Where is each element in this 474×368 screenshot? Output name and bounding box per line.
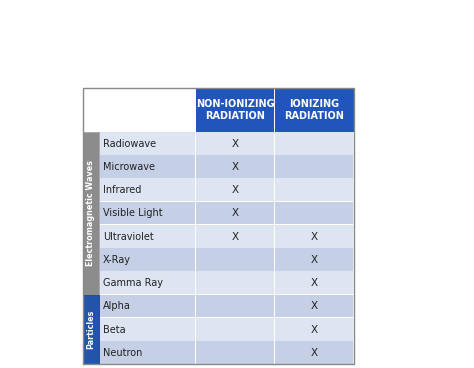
Text: IONIZING
RADIATION: IONIZING RADIATION: [284, 99, 344, 121]
Text: X: X: [311, 231, 318, 241]
Text: Particles: Particles: [86, 310, 95, 349]
Text: X: X: [232, 208, 239, 218]
Bar: [274, 132, 275, 364]
Bar: [99, 132, 196, 155]
Bar: [353, 132, 354, 364]
Text: X: X: [232, 162, 239, 172]
Text: X: X: [311, 255, 318, 265]
Text: Radiowave: Radiowave: [103, 139, 156, 149]
Bar: [275, 248, 354, 272]
Bar: [99, 155, 196, 178]
Bar: [196, 225, 275, 248]
Bar: [275, 88, 354, 132]
Text: NON-IONIZING
RADIATION: NON-IONIZING RADIATION: [196, 99, 275, 121]
Text: Beta: Beta: [103, 325, 126, 335]
Bar: [99, 202, 196, 225]
Bar: [196, 272, 275, 295]
Text: X: X: [232, 185, 239, 195]
Bar: [196, 178, 275, 202]
Bar: [99, 225, 196, 248]
Bar: [275, 272, 354, 295]
Bar: [275, 225, 354, 248]
Bar: [99, 248, 196, 272]
Text: Ultraviolet: Ultraviolet: [103, 231, 154, 241]
Text: X: X: [311, 348, 318, 358]
Bar: [274, 88, 275, 132]
Text: Neutron: Neutron: [103, 348, 142, 358]
Bar: [196, 202, 275, 225]
Bar: [83, 224, 354, 225]
Bar: [83, 271, 354, 272]
Bar: [83, 340, 354, 341]
Text: Electromagnetic Waves: Electromagnetic Waves: [86, 160, 95, 266]
Bar: [99, 295, 196, 318]
Text: X-Ray: X-Ray: [103, 255, 131, 265]
Bar: [275, 178, 354, 202]
Bar: [275, 132, 354, 155]
Bar: [196, 248, 275, 272]
Bar: [196, 88, 275, 132]
Bar: [196, 132, 275, 155]
Bar: [83, 88, 354, 364]
Bar: [275, 155, 354, 178]
Text: X: X: [311, 301, 318, 311]
Bar: [275, 202, 354, 225]
Bar: [196, 295, 275, 318]
Text: Gamma Ray: Gamma Ray: [103, 278, 163, 288]
Text: Microwave: Microwave: [103, 162, 155, 172]
Bar: [83, 132, 99, 295]
Bar: [195, 132, 196, 364]
Bar: [99, 341, 196, 364]
Text: Infrared: Infrared: [103, 185, 141, 195]
Bar: [83, 294, 354, 295]
Text: Alpha: Alpha: [103, 301, 131, 311]
Bar: [83, 295, 99, 364]
Bar: [275, 295, 354, 318]
Bar: [99, 318, 196, 341]
Bar: [99, 272, 196, 295]
Text: X: X: [311, 278, 318, 288]
Text: Visible Light: Visible Light: [103, 208, 163, 218]
Text: X: X: [232, 231, 239, 241]
Bar: [275, 318, 354, 341]
Text: X: X: [232, 139, 239, 149]
Text: X: X: [311, 325, 318, 335]
Bar: [275, 341, 354, 364]
Bar: [196, 155, 275, 178]
Bar: [83, 201, 354, 202]
Bar: [83, 317, 354, 318]
Bar: [196, 318, 275, 341]
Bar: [196, 341, 275, 364]
Bar: [99, 178, 196, 202]
